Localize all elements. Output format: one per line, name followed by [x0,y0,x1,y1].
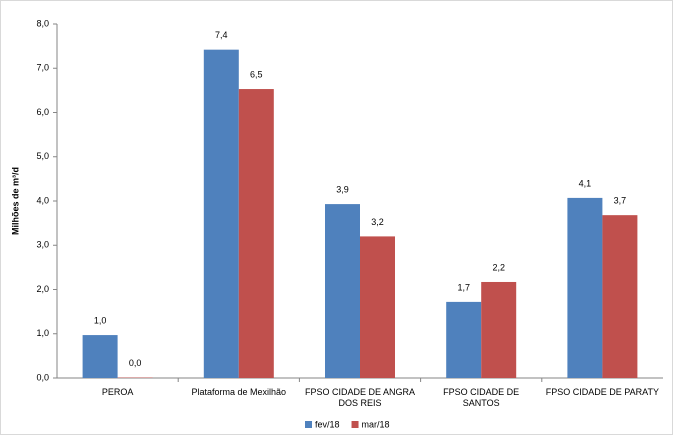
value-label: 1,0 [94,315,107,325]
bar [567,197,603,378]
x-tick-label: FPSO CIDADE DE PARATY [545,387,659,397]
legend-label: fev/18 [315,419,340,429]
bar [325,204,360,378]
legend-label: mar/18 [362,419,390,429]
value-label: 3,2 [371,217,384,227]
bar [238,89,274,379]
bar [203,49,239,378]
value-label: 6,5 [250,69,263,79]
value-label: 3,9 [336,184,349,194]
bar [82,335,118,378]
y-tick-label: 4,0 [36,195,49,205]
value-label: 2,2 [492,262,505,272]
value-label: 0,0 [129,358,142,368]
legend-swatch [305,421,312,428]
value-label: 3,7 [614,196,627,206]
y-tick-label: 6,0 [36,107,49,117]
x-tick-label: FPSO CIDADE DE SANTOS [443,387,520,408]
y-tick-label: 3,0 [36,240,49,250]
legend-swatch [351,421,359,428]
x-tick-label: Plataforma de Mexilhão [191,387,287,397]
y-tick-label: 7,0 [36,63,49,73]
y-tick-label: 5,0 [36,151,49,161]
bar [360,236,395,378]
y-tick-label: 8,0 [36,18,49,28]
x-tick-label: PEROA [101,387,134,397]
value-label: 1,7 [457,282,470,292]
y-axis-label: Milhões de m³/d [10,167,20,235]
value-label: 4,1 [579,178,592,188]
x-tick-label: FPSO CIDADE DE ANGRA DOS REIS [304,387,415,408]
bar [602,215,638,378]
value-label: 7,4 [215,30,228,40]
bar [481,281,517,378]
bar [446,301,482,378]
y-tick-label: 1,0 [36,328,49,338]
y-tick-label: 2,0 [36,284,49,294]
y-tick-label: 0,0 [36,372,49,382]
